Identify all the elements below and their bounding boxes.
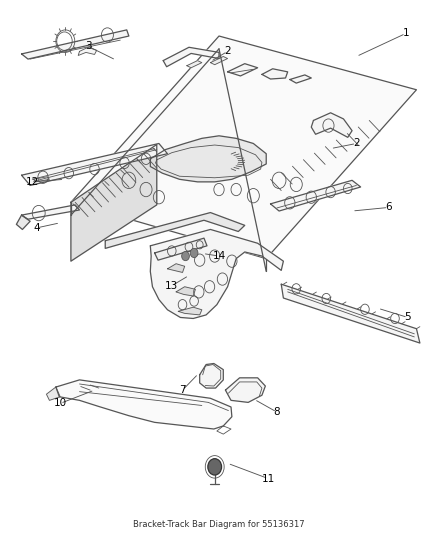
Polygon shape <box>167 264 185 272</box>
Polygon shape <box>176 287 195 296</box>
Polygon shape <box>105 213 245 248</box>
Circle shape <box>190 248 198 257</box>
Polygon shape <box>56 380 232 429</box>
Text: 12: 12 <box>26 177 39 187</box>
Text: 14: 14 <box>212 251 226 261</box>
Polygon shape <box>16 215 30 229</box>
Polygon shape <box>290 75 311 83</box>
Polygon shape <box>163 47 219 67</box>
Polygon shape <box>71 36 417 259</box>
Text: 3: 3 <box>85 41 92 51</box>
Polygon shape <box>210 56 228 64</box>
Polygon shape <box>200 364 223 388</box>
Text: 2: 2 <box>353 139 360 149</box>
Polygon shape <box>228 63 258 76</box>
Text: 4: 4 <box>33 223 40 233</box>
Text: 1: 1 <box>403 28 409 38</box>
Polygon shape <box>150 136 266 182</box>
Polygon shape <box>311 113 352 138</box>
Polygon shape <box>226 378 265 402</box>
Text: Bracket-Track Bar Diagram for 55136317: Bracket-Track Bar Diagram for 55136317 <box>133 520 305 529</box>
Polygon shape <box>21 30 129 59</box>
Text: 11: 11 <box>262 474 275 483</box>
Polygon shape <box>21 205 79 219</box>
Polygon shape <box>78 47 97 55</box>
Polygon shape <box>271 180 360 211</box>
Polygon shape <box>262 69 288 79</box>
Polygon shape <box>281 284 420 343</box>
Text: 7: 7 <box>179 385 186 395</box>
Polygon shape <box>71 144 157 261</box>
Text: 6: 6 <box>385 203 392 213</box>
Polygon shape <box>150 229 283 319</box>
Text: 5: 5 <box>405 312 411 322</box>
Polygon shape <box>155 238 207 260</box>
Text: 8: 8 <box>274 407 280 417</box>
Text: 13: 13 <box>165 281 178 290</box>
Text: 10: 10 <box>53 398 67 408</box>
Circle shape <box>182 252 189 261</box>
Text: 2: 2 <box>224 46 231 56</box>
Polygon shape <box>178 307 202 315</box>
Polygon shape <box>21 143 167 185</box>
Circle shape <box>208 459 222 475</box>
Polygon shape <box>46 387 60 400</box>
Polygon shape <box>187 61 202 68</box>
